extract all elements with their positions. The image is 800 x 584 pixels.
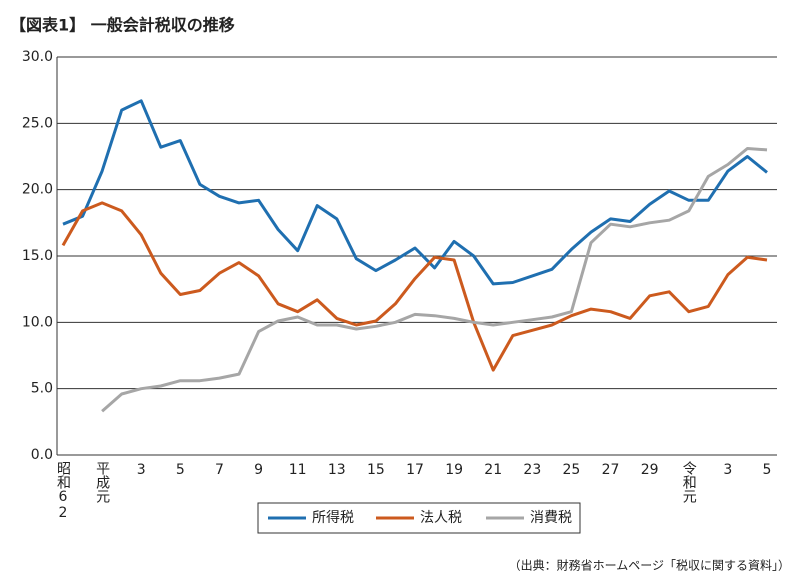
legend-label: 消費税 (530, 510, 572, 526)
y-tick-label: 10.0 (22, 314, 53, 330)
x-tick-label: 令和元 (681, 461, 697, 504)
series-line (62, 99, 768, 286)
x-tick-label: 昭和62 (55, 461, 71, 521)
x-tick-label: 5 (763, 462, 772, 478)
x-tick-label: 7 (215, 462, 224, 478)
legend-box (257, 502, 581, 534)
x-tick-label: 29 (641, 462, 659, 478)
x-tick-label: 13 (328, 462, 346, 478)
x-tick-label: 21 (484, 462, 502, 478)
x-tick-label: 25 (563, 462, 581, 478)
y-tick-label: 0.0 (31, 447, 53, 463)
y-tick-label: 30.0 (22, 49, 53, 65)
y-tick-label: 15.0 (22, 248, 53, 264)
x-tick-label: 27 (602, 462, 620, 478)
y-tick-label: 20.0 (22, 182, 53, 198)
y-tick-label: 5.0 (31, 381, 53, 397)
series-line (101, 147, 768, 413)
legend-label: 法人税 (420, 510, 462, 526)
x-tick-label: 5 (176, 462, 185, 478)
x-tick-label: 15 (367, 462, 385, 478)
x-tick-label: 23 (523, 462, 541, 478)
chart-title: 【図表1】 一般会計税収の推移 (10, 16, 235, 35)
x-tick-label: 11 (289, 462, 307, 478)
x-tick-label: 3 (723, 462, 732, 478)
source-note: （出典：財務省ホームページ「税収に関する資料」） (509, 558, 790, 573)
x-tick-label: 9 (254, 462, 263, 478)
x-tick-label: 17 (406, 462, 424, 478)
x-tick-label: 19 (445, 462, 463, 478)
x-tick-label: 3 (137, 462, 146, 478)
series-line (61, 201, 768, 372)
legend-label: 所得税 (312, 509, 354, 526)
y-tick-label: 25.0 (22, 115, 53, 131)
x-tick-label: 平成元 (94, 461, 110, 504)
